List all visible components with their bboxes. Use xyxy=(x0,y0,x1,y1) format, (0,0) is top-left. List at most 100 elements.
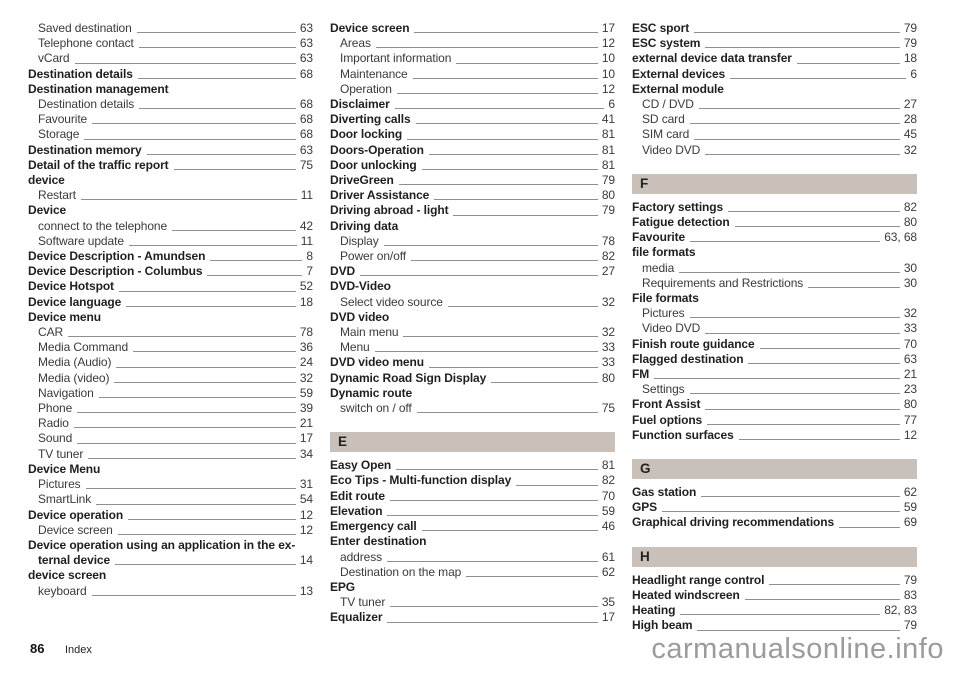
leader-line xyxy=(466,575,598,577)
entry-label: address xyxy=(340,549,382,564)
page-ref: 33 xyxy=(601,340,615,355)
footer-index-label: Index xyxy=(65,644,92,656)
index-entry: external device data transfer 18 xyxy=(632,51,917,66)
page-ref: 7 xyxy=(306,264,313,279)
entry-label: device xyxy=(28,173,65,188)
index-entry: High beam 79 xyxy=(632,618,917,633)
leader-line xyxy=(697,629,900,631)
leader-line xyxy=(173,169,296,171)
index-entry: Maintenance 10 xyxy=(330,67,615,82)
index-heading: Enter destination xyxy=(330,534,615,549)
entry-label: Power on/off xyxy=(340,249,406,264)
page-ref: 32 xyxy=(903,142,917,157)
page-ref: 12 xyxy=(299,507,313,522)
page-ref: 75 xyxy=(601,401,615,416)
leader-line xyxy=(172,229,296,231)
index-entry: Pictures 31 xyxy=(28,477,313,492)
leader-line xyxy=(74,62,296,64)
entry-label: Destination details xyxy=(38,97,135,112)
entry-label: Media Command xyxy=(38,340,129,355)
entry-label: Pictures xyxy=(38,477,81,492)
page-ref: 70 xyxy=(903,336,917,351)
entry-label: Gas station xyxy=(632,485,697,500)
page-ref: 79 xyxy=(903,572,917,587)
page-ref: 27 xyxy=(601,264,615,279)
index-entry: Function surfaces 12 xyxy=(632,428,917,443)
entry-label: SmartLink xyxy=(38,492,92,507)
entry-label: Fatigue detection xyxy=(632,215,730,230)
leader-line xyxy=(396,93,598,95)
entry-label: Detail of the traffic report xyxy=(28,157,169,172)
entry-label: DriveGreen xyxy=(330,173,394,188)
entry-label: Device screen xyxy=(330,21,410,35)
leader-line xyxy=(694,138,900,140)
page-ref: 81 xyxy=(601,127,615,142)
page-ref: 79 xyxy=(601,203,615,218)
page-ref: 45 xyxy=(903,127,917,142)
entry-label: Requirements and Restrictions xyxy=(642,275,804,290)
index-entry: Flagged destination 63 xyxy=(632,352,917,367)
entry-label: Eco Tips - Multi-function display xyxy=(330,473,512,488)
entry-label: Device Description - Amundsen xyxy=(28,249,206,264)
leader-line xyxy=(407,138,598,140)
index-entry: Sound 17 xyxy=(28,431,313,446)
index-entry: Destination details 68 xyxy=(28,97,313,112)
leader-line xyxy=(128,245,297,247)
entry-label: Device Description - Columbus xyxy=(28,264,203,279)
index-entry: Device operation 12 xyxy=(28,508,313,523)
index-entry: Areas 12 xyxy=(330,36,615,51)
entry-label: CAR xyxy=(38,325,64,340)
leader-line xyxy=(730,77,907,79)
index-entry: Fatigue detection 80 xyxy=(632,215,917,230)
entry-label: Function surfaces xyxy=(632,427,734,442)
page-ref: 23 xyxy=(903,382,917,397)
page-ref: 80 xyxy=(903,215,917,230)
index-entry: Software update 11 xyxy=(28,234,313,249)
entry-label: Device Hotspot xyxy=(28,279,114,294)
index-entry: Restart 11 xyxy=(28,188,313,203)
index-heading: device xyxy=(28,173,313,188)
page-ref: 68 xyxy=(299,97,313,112)
leader-line xyxy=(387,560,598,562)
leader-line xyxy=(210,260,303,262)
index-entry: DVD 27 xyxy=(330,264,615,279)
entry-label: Heated windscreen xyxy=(632,587,740,602)
section-header-g: G xyxy=(632,459,917,480)
entry-label: Menu xyxy=(340,340,370,355)
entry-label: Destination memory xyxy=(28,142,142,157)
entry-label: Disclaimer xyxy=(330,97,390,112)
index-entry: Equalizer 17 xyxy=(330,610,615,625)
page-ref: 32 xyxy=(903,306,917,321)
page-ref: 79 xyxy=(903,36,917,51)
leader-line xyxy=(707,423,900,425)
page-ref: 24 xyxy=(299,355,313,370)
index-entry: Headlight range control 79 xyxy=(632,573,917,588)
page-ref: 59 xyxy=(903,500,917,515)
entry-label: DVD video xyxy=(330,309,390,324)
leader-line xyxy=(414,32,598,34)
leader-line xyxy=(698,108,900,110)
index-entry: CD / DVD 27 xyxy=(632,97,917,112)
index-entry: Saved destination 63 xyxy=(28,21,313,36)
page-ref: 80 xyxy=(601,370,615,385)
entry-label: Equalizer xyxy=(330,610,383,625)
index-entry: Destination details 68 xyxy=(28,67,313,82)
page-ref: 21 xyxy=(903,367,917,382)
page-ref: 63 xyxy=(299,36,313,51)
index-entry: DVD video menu 33 xyxy=(330,355,615,370)
index-entry: SD card 28 xyxy=(632,112,917,127)
entry-label: Media (Audio) xyxy=(38,355,112,370)
page-ref: 46 xyxy=(601,519,615,534)
index-entry: Factory settings 82 xyxy=(632,200,917,215)
leader-line xyxy=(383,245,598,247)
leader-line xyxy=(491,381,598,383)
leader-line xyxy=(139,108,296,110)
index-columns: Saved destination 63 Telephone contact 63 vC… xyxy=(28,21,917,634)
page-ref: 77 xyxy=(903,412,917,427)
page-ref: 41 xyxy=(601,112,615,127)
leader-line xyxy=(428,153,598,155)
page-ref: 17 xyxy=(601,21,615,35)
entry-label: Flagged destination xyxy=(632,351,744,366)
index-heading: Device Menu xyxy=(28,462,313,477)
